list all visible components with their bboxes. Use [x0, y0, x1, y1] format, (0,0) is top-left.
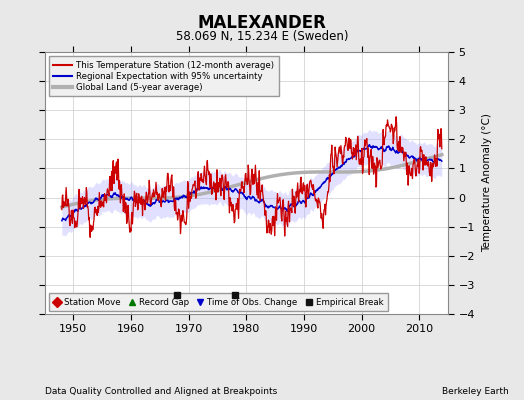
- Text: MALEXANDER: MALEXANDER: [198, 14, 326, 32]
- Legend: Station Move, Record Gap, Time of Obs. Change, Empirical Break: Station Move, Record Gap, Time of Obs. C…: [49, 293, 388, 311]
- Text: 58.069 N, 15.234 E (Sweden): 58.069 N, 15.234 E (Sweden): [176, 30, 348, 43]
- Y-axis label: Temperature Anomaly (°C): Temperature Anomaly (°C): [482, 114, 492, 252]
- Text: Berkeley Earth: Berkeley Earth: [442, 387, 508, 396]
- Text: Data Quality Controlled and Aligned at Breakpoints: Data Quality Controlled and Aligned at B…: [45, 387, 277, 396]
